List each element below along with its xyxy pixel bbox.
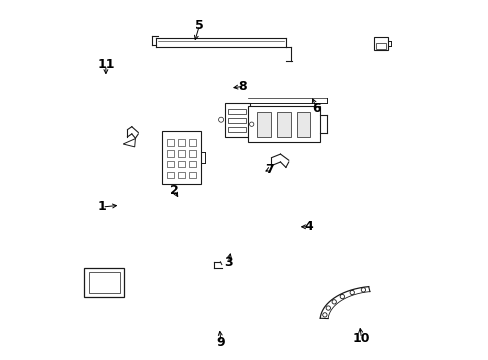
Text: 6: 6 <box>311 102 320 114</box>
Bar <box>375 43 385 49</box>
Bar <box>167 150 174 157</box>
Text: 1: 1 <box>98 201 106 213</box>
Bar <box>167 161 174 167</box>
Text: 4: 4 <box>305 220 313 233</box>
Bar <box>228 109 246 114</box>
Text: 5: 5 <box>195 19 203 32</box>
Bar <box>178 172 184 178</box>
Text: 2: 2 <box>169 184 178 197</box>
Bar <box>228 118 246 123</box>
Bar <box>162 131 201 184</box>
Bar <box>224 103 249 137</box>
Bar <box>189 172 195 178</box>
Bar <box>178 161 184 167</box>
Bar <box>247 106 320 142</box>
Bar <box>88 272 120 293</box>
Bar <box>189 150 195 157</box>
Bar <box>189 139 195 146</box>
Bar <box>296 112 310 137</box>
Bar <box>276 112 290 137</box>
Bar <box>257 112 270 137</box>
Bar <box>373 37 387 50</box>
Text: 10: 10 <box>352 332 369 345</box>
Bar <box>178 150 184 157</box>
Bar <box>178 139 184 146</box>
Text: 9: 9 <box>216 336 225 348</box>
Text: 8: 8 <box>238 80 246 93</box>
Text: 7: 7 <box>265 163 273 176</box>
Bar <box>167 172 174 178</box>
Bar <box>189 161 195 167</box>
Bar <box>84 268 123 297</box>
Bar <box>167 139 174 146</box>
Bar <box>228 127 246 132</box>
Text: 11: 11 <box>97 58 114 71</box>
Text: 3: 3 <box>224 256 232 269</box>
